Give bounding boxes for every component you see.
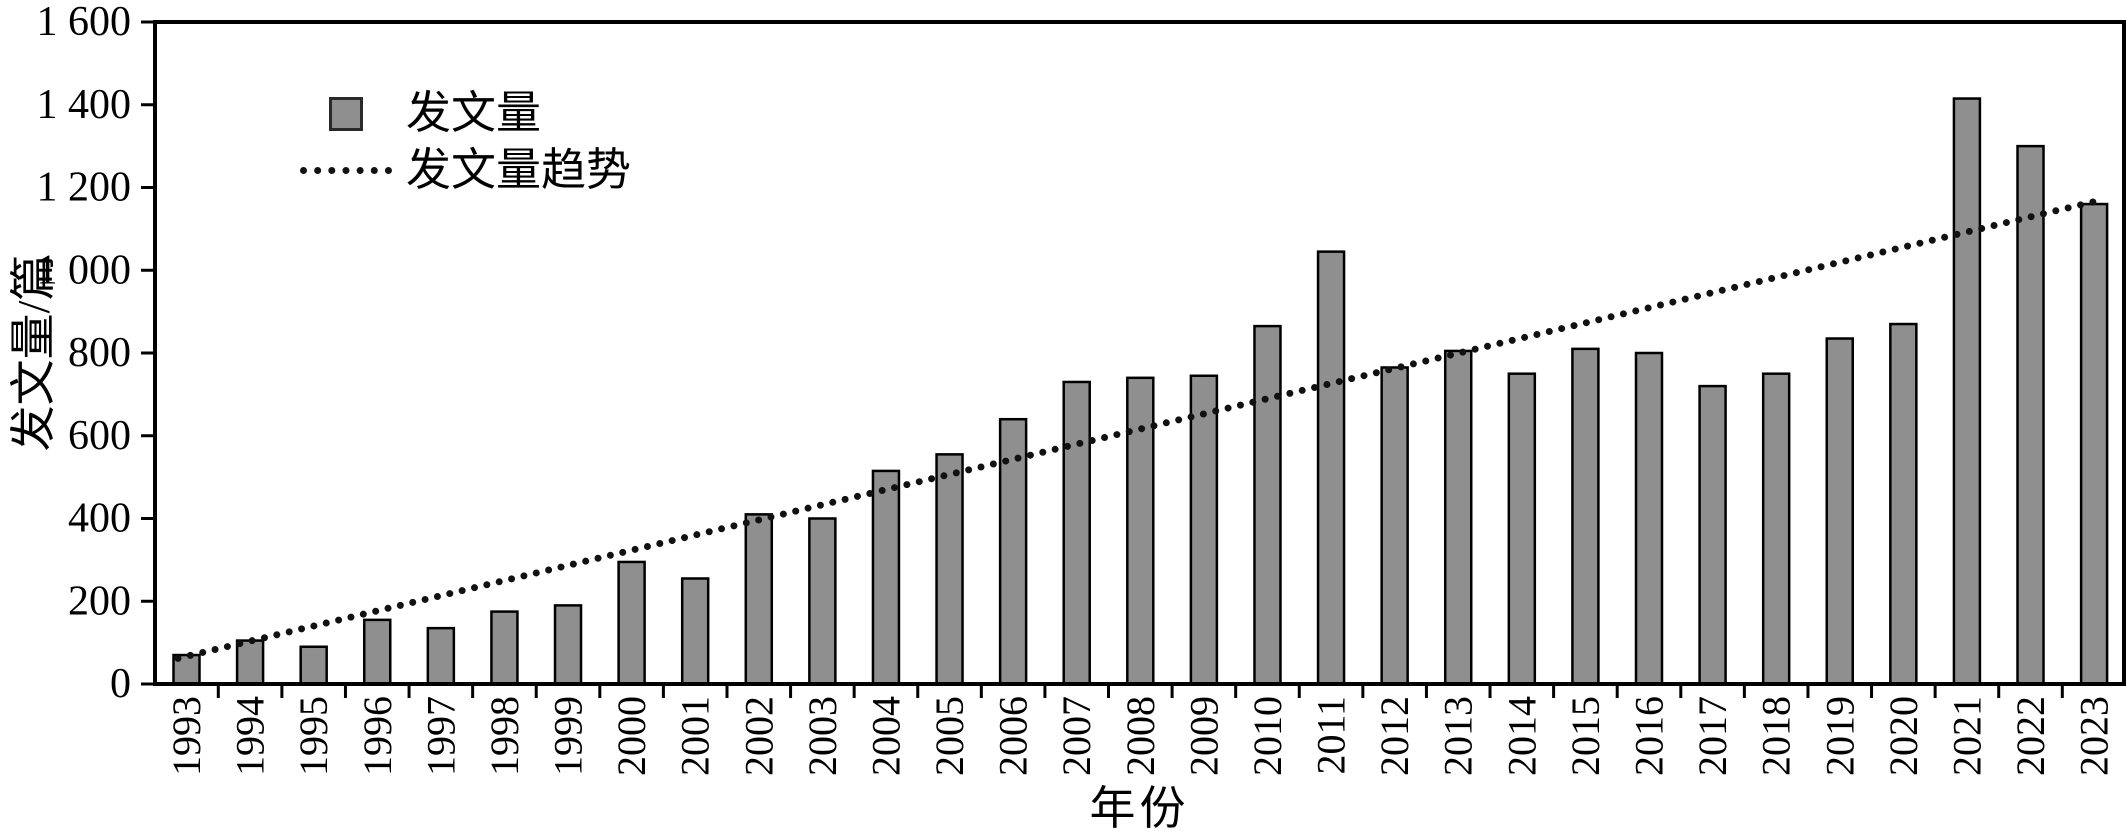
x-tick-label-2007: 2007 bbox=[1054, 696, 1099, 776]
bar-2023 bbox=[2079, 202, 2109, 686]
bar-2008 bbox=[1126, 376, 1155, 686]
legend-label-trend: 发文量趋势 bbox=[406, 145, 632, 195]
bar-2015 bbox=[1571, 347, 1600, 686]
bar-1998 bbox=[490, 610, 519, 686]
legend-row-trend: 发文量趋势 bbox=[286, 142, 631, 199]
x-tick-label-2008: 2008 bbox=[1118, 696, 1163, 776]
bar-2017 bbox=[1698, 384, 1727, 686]
bar-2000 bbox=[617, 560, 646, 686]
y-tick-label: 400 bbox=[68, 496, 131, 542]
bar-1995 bbox=[299, 645, 328, 686]
x-tick-label-2019: 2019 bbox=[1817, 696, 1862, 776]
y-tick-label: 600 bbox=[68, 413, 131, 459]
bar-2022 bbox=[2016, 144, 2045, 686]
x-tick-label-2002: 2002 bbox=[736, 696, 781, 776]
bar-2001 bbox=[680, 577, 710, 686]
legend: 发文量 发文量趋势 bbox=[286, 85, 631, 199]
bar-2013 bbox=[1443, 349, 1473, 686]
bar-2003 bbox=[808, 517, 837, 686]
x-tick-label-2005: 2005 bbox=[927, 696, 972, 776]
x-tick-label-2015: 2015 bbox=[1563, 696, 1608, 776]
x-tick-label-2023: 2023 bbox=[2072, 696, 2117, 776]
x-tick-label-1996: 1996 bbox=[355, 696, 400, 776]
bar-2002 bbox=[744, 513, 774, 686]
x-tick-label-2001: 2001 bbox=[673, 696, 718, 776]
bar-swatch-icon bbox=[329, 96, 363, 131]
x-tick-label-2011: 2011 bbox=[1309, 696, 1354, 775]
y-tick-label: 1 600 bbox=[37, 0, 132, 45]
bar-2016 bbox=[1634, 351, 1664, 686]
bar-1996 bbox=[363, 618, 392, 686]
legend-label-bars: 发文量 bbox=[406, 88, 542, 138]
x-tick-label-2003: 2003 bbox=[800, 696, 845, 776]
x-axis-title: 年份 bbox=[1089, 783, 1190, 834]
bar-2019 bbox=[1825, 337, 1855, 686]
legend-key-trend bbox=[286, 167, 406, 174]
x-tick-label-2014: 2014 bbox=[1499, 696, 1544, 776]
trend-line bbox=[174, 195, 2109, 662]
bar-2004 bbox=[871, 469, 901, 686]
x-tick-label-2009: 2009 bbox=[1181, 696, 1226, 776]
x-tick-label-2013: 2013 bbox=[1436, 696, 1481, 776]
bar-2012 bbox=[1380, 366, 1409, 686]
y-axis-title: 发文量/篇 bbox=[8, 254, 59, 452]
legend-key-bars bbox=[286, 96, 406, 131]
bar-1999 bbox=[553, 604, 583, 686]
x-tick-label-1994: 1994 bbox=[228, 696, 273, 776]
y-tick-label: 200 bbox=[68, 578, 131, 624]
bar-1994 bbox=[235, 639, 265, 686]
legend-row-bars: 发文量 bbox=[286, 85, 631, 142]
bar-2007 bbox=[1062, 380, 1091, 686]
bar-2005 bbox=[935, 453, 964, 686]
x-tick-label-1993: 1993 bbox=[164, 696, 209, 776]
x-tick-label-2006: 2006 bbox=[991, 696, 1036, 776]
bar-2014 bbox=[1507, 372, 1537, 686]
x-tick-label-2020: 2020 bbox=[1881, 696, 1926, 776]
y-tick-label: 1 400 bbox=[37, 82, 132, 128]
x-tick-label-2016: 2016 bbox=[1626, 696, 1671, 776]
bar-2009 bbox=[1189, 374, 1219, 686]
x-tick-label-2018: 2018 bbox=[1754, 696, 1799, 776]
x-tick-label-1998: 1998 bbox=[482, 696, 527, 776]
x-tick-label-2021: 2021 bbox=[1944, 696, 1989, 776]
y-tick-label: 1 000 bbox=[37, 247, 132, 293]
x-tick-label-1995: 1995 bbox=[291, 696, 336, 776]
bar-1997 bbox=[426, 626, 456, 686]
x-tick-label-2012: 2012 bbox=[1372, 696, 1417, 776]
x-tick-label-2004: 2004 bbox=[863, 696, 908, 776]
y-tick-label: 800 bbox=[68, 330, 131, 376]
bar-2018 bbox=[1761, 372, 1791, 686]
bar-2021 bbox=[1952, 97, 1982, 686]
bar-2010 bbox=[1253, 324, 1282, 686]
trend-line-swatch-icon bbox=[300, 167, 392, 174]
x-tick-label-2017: 2017 bbox=[1690, 696, 1735, 776]
y-tick-label: 0 bbox=[110, 661, 131, 707]
x-tick-label-2000: 2000 bbox=[609, 696, 654, 776]
x-tick-label-2022: 2022 bbox=[2008, 696, 2053, 776]
bar-2020 bbox=[1889, 322, 1918, 686]
y-tick-label: 1 200 bbox=[37, 165, 132, 211]
x-tick-label-1999: 1999 bbox=[546, 696, 591, 776]
x-tick-label-1997: 1997 bbox=[418, 696, 463, 776]
bar-2011 bbox=[1316, 250, 1346, 686]
x-tick-label-2010: 2010 bbox=[1245, 696, 1290, 776]
